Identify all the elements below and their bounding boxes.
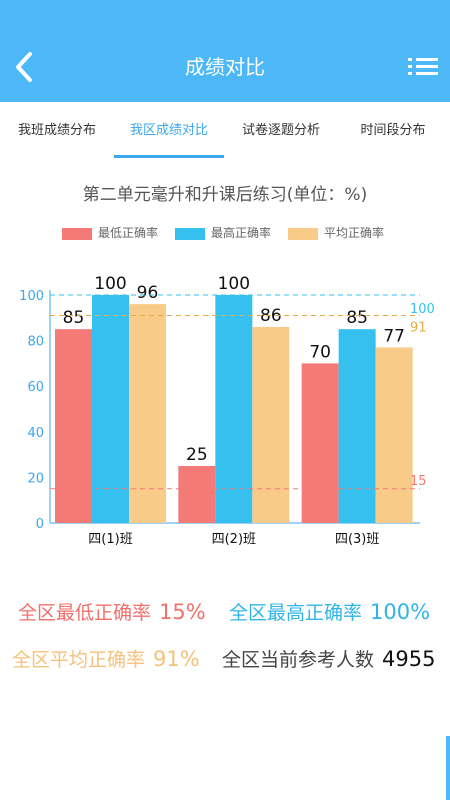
stat-value: 91% bbox=[153, 647, 200, 671]
stat-value: 4955 bbox=[382, 647, 436, 671]
bar-value-label: 70 bbox=[309, 342, 331, 362]
tab-district-comparison[interactable]: 我区成绩对比 bbox=[129, 123, 208, 138]
bar-value-label: 100 bbox=[94, 274, 126, 294]
y-tick-label: 20 bbox=[27, 471, 44, 486]
legend-label: 最高正确率 bbox=[211, 226, 272, 240]
y-tick-label: 0 bbox=[36, 517, 44, 532]
app-header: 成绩对比 bbox=[0, 0, 450, 102]
chevron-left-icon[interactable] bbox=[8, 48, 42, 86]
chart-title: 第二单元毫升和升课后练习(单位：%) bbox=[82, 185, 368, 205]
x-tick-label: 四(3)班 bbox=[335, 532, 379, 547]
reference-line-label: 15 bbox=[410, 474, 427, 489]
legend-swatch bbox=[288, 227, 318, 240]
bar bbox=[92, 295, 129, 523]
list-menu-icon[interactable] bbox=[406, 54, 440, 80]
bar bbox=[375, 347, 413, 523]
stat-label: 全区平均正确率 bbox=[12, 649, 146, 671]
stat-label: 全区当前参考人数 bbox=[222, 649, 375, 671]
bar bbox=[338, 329, 376, 523]
x-tick-label: 四(1)班 bbox=[88, 532, 132, 547]
district-max-stat: 全区最高正确率 100% bbox=[229, 598, 430, 625]
tab-bar: 我班成绩分布 我区成绩对比 试卷逐题分析 时间段分布 bbox=[0, 102, 450, 160]
bar-value-label: 100 bbox=[218, 274, 250, 294]
legend-item-min: 最低正确率 bbox=[62, 224, 158, 244]
bar-value-label: 85 bbox=[63, 308, 85, 328]
y-tick-label: 40 bbox=[27, 426, 44, 441]
legend-swatch bbox=[62, 227, 92, 240]
bar-value-label: 96 bbox=[137, 283, 159, 303]
reference-line-label: 100 bbox=[410, 302, 435, 317]
bar bbox=[55, 329, 92, 523]
bar-value-label: 85 bbox=[346, 308, 368, 328]
bar-value-label: 25 bbox=[186, 445, 208, 465]
district-count-stat: 全区当前参考人数 4955 bbox=[222, 645, 435, 672]
bar bbox=[301, 363, 339, 523]
tab-time-distribution[interactable]: 时间段分布 bbox=[360, 123, 426, 138]
legend-label: 最低正确率 bbox=[98, 226, 159, 240]
district-min-stat: 全区最低正确率 15% bbox=[18, 598, 206, 625]
side-edge-tab[interactable] bbox=[446, 736, 450, 800]
page-title: 成绩对比 bbox=[185, 55, 265, 79]
bar-value-label: 77 bbox=[383, 326, 405, 346]
reference-line-label: 91 bbox=[410, 321, 427, 336]
bar bbox=[215, 295, 253, 523]
active-tab-indicator bbox=[114, 155, 224, 158]
tab-class-distribution[interactable]: 我班成绩分布 bbox=[17, 123, 96, 138]
tab-question-analysis[interactable]: 试卷逐题分析 bbox=[241, 123, 320, 138]
legend-item-max: 最高正确率 bbox=[175, 224, 271, 244]
bar bbox=[178, 466, 216, 523]
stat-value: 15% bbox=[159, 600, 206, 624]
stat-label: 全区最低正确率 bbox=[18, 602, 152, 624]
legend-label: 平均正确率 bbox=[324, 226, 385, 240]
stat-value: 100% bbox=[370, 600, 431, 624]
y-tick-label: 100 bbox=[19, 289, 44, 304]
y-tick-label: 60 bbox=[27, 380, 44, 395]
stat-label: 全区最高正确率 bbox=[229, 602, 363, 624]
bar bbox=[129, 304, 166, 523]
bar bbox=[252, 326, 290, 523]
legend-item-avg: 平均正确率 bbox=[288, 224, 384, 244]
y-tick-label: 80 bbox=[27, 335, 44, 350]
district-avg-stat: 全区平均正确率 91% bbox=[12, 645, 200, 672]
legend-swatch bbox=[175, 227, 205, 240]
x-tick-label: 四(2)班 bbox=[212, 532, 256, 547]
